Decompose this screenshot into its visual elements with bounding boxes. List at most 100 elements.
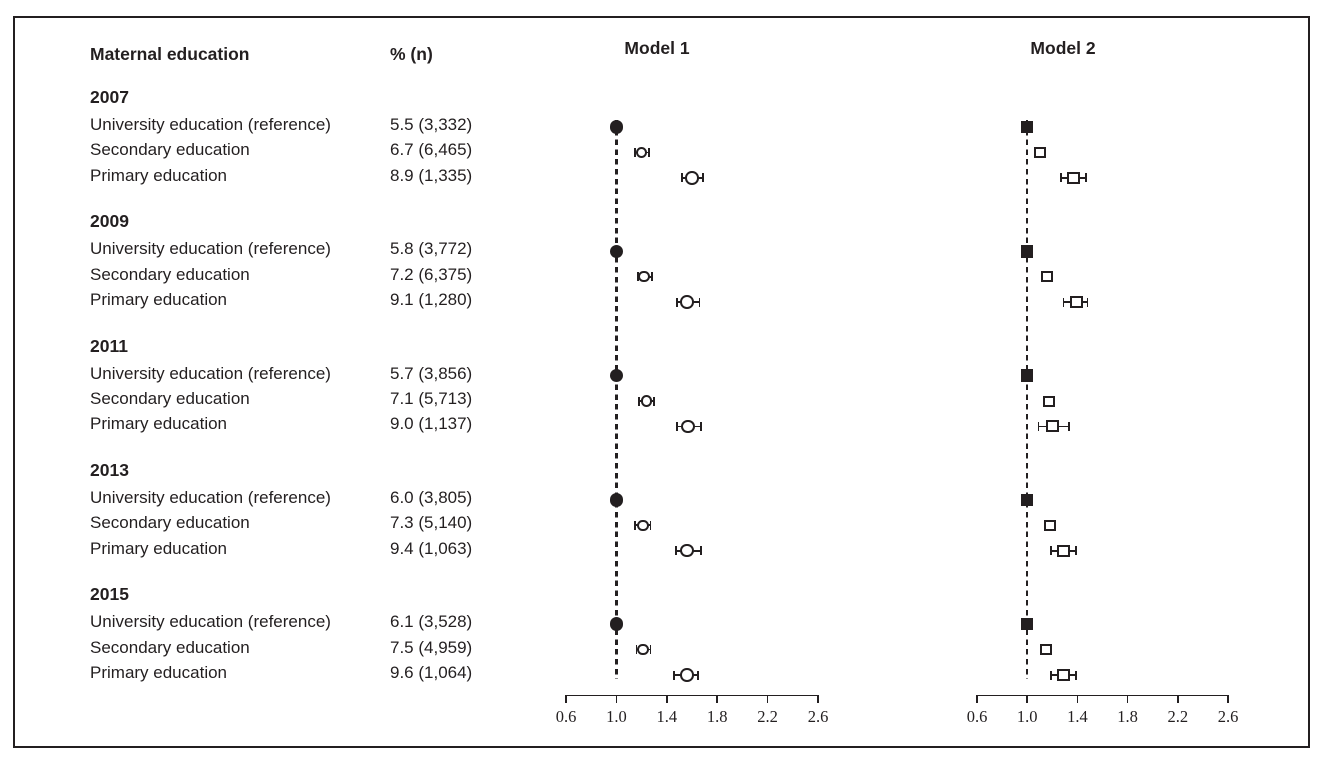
axis-tick-label: 1.0 — [1016, 706, 1038, 726]
row-label: Primary education — [90, 165, 228, 185]
row-value-pct-n: 7.3 (5,140) — [390, 513, 473, 533]
ci-cap-right — [702, 173, 705, 183]
estimate-marker-square — [1042, 395, 1055, 407]
ci-cap-right — [1085, 173, 1088, 183]
reference-marker-circle — [609, 617, 624, 631]
row-label: Secondary education — [90, 140, 250, 160]
estimate-marker-square — [1045, 420, 1059, 433]
axis-tick-label: 1.4 — [1067, 706, 1088, 726]
axis-tick-label: 2.2 — [1167, 706, 1189, 726]
row-value-pct-n: 6.7 (6,465) — [390, 140, 473, 160]
ci-cap-right — [698, 297, 701, 307]
axis-tick — [666, 694, 668, 703]
reference-dashed-line — [615, 120, 618, 679]
estimate-marker-circle — [638, 270, 650, 283]
axis-tick — [817, 694, 819, 703]
ci-cap-right — [649, 520, 652, 530]
column-header-pct-n: % (n) — [390, 44, 433, 64]
ci-cap-left — [1062, 297, 1065, 307]
figure-border — [13, 16, 1310, 748]
estimate-marker-square — [1069, 296, 1083, 309]
ci-cap-left — [1060, 173, 1062, 183]
ci-cap-right — [650, 272, 653, 282]
axis-line — [976, 694, 1229, 697]
estimate-marker-square — [1040, 644, 1053, 656]
year-label: 2015 — [90, 584, 129, 605]
ci-cap-left — [681, 173, 683, 183]
ci-cap-left — [1037, 421, 1040, 431]
ci-cap-right — [1086, 297, 1089, 307]
estimate-marker-circle — [680, 295, 694, 309]
ci-cap-left — [675, 421, 678, 431]
row-label: Primary education — [90, 290, 228, 310]
ci-cap-right — [1075, 670, 1078, 680]
estimate-marker-circle — [680, 543, 694, 558]
axis-tick-label: 2.6 — [1217, 706, 1239, 726]
axis-tick — [1026, 694, 1029, 703]
axis-tick-label: 1.0 — [606, 706, 627, 726]
ci-cap-left — [673, 670, 676, 680]
axis-tick — [766, 694, 769, 703]
estimate-marker-circle — [640, 395, 653, 407]
ci-cap-right — [1067, 421, 1070, 431]
axis-line — [565, 694, 819, 697]
row-value-pct-n: 6.1 (3,528) — [390, 612, 473, 632]
ci-cap-right — [648, 147, 651, 157]
row-label: University education (reference) — [90, 115, 331, 134]
panel-title-model-1: Model 1 — [624, 38, 690, 58]
row-value-pct-n: 5.7 (3,856) — [390, 363, 473, 383]
ci-cap-left — [634, 147, 637, 157]
ci-cap-right — [697, 670, 700, 680]
row-value-pct-n: 9.0 (1,137) — [390, 414, 473, 434]
ci-cap-left — [635, 645, 638, 655]
axis-tick-label: 1.4 — [656, 706, 678, 726]
estimate-marker-circle — [637, 643, 649, 656]
ci-cap-right — [653, 396, 656, 406]
axis-tick-label: 1.8 — [1117, 706, 1138, 726]
estimate-marker-circle — [635, 146, 648, 159]
row-value-pct-n: 5.5 (3,332) — [390, 115, 473, 134]
ci-cap-right — [649, 645, 652, 655]
estimate-marker-square — [1043, 519, 1056, 531]
ci-cap-right — [1075, 546, 1078, 556]
axis-tick-label: 0.6 — [966, 706, 988, 726]
ci-cap-left — [675, 297, 678, 307]
axis-tick — [976, 694, 978, 703]
row-label: Secondary education — [90, 513, 250, 533]
reference-marker-square — [1020, 120, 1034, 134]
axis-tick — [1227, 694, 1229, 703]
row-label: University education (reference) — [90, 487, 331, 507]
reference-marker-circle — [609, 493, 624, 507]
axis-tick-label: 1.8 — [706, 706, 728, 726]
row-value-pct-n: 8.9 (1,335) — [390, 165, 473, 185]
axis-tick-label: 2.2 — [757, 706, 778, 726]
estimate-marker-circle — [685, 171, 699, 185]
axis-tick-label: 0.6 — [555, 706, 577, 726]
ci-cap-left — [1050, 670, 1052, 680]
row-label: Primary education — [90, 414, 228, 434]
panel-title-model-2: Model 2 — [1030, 38, 1096, 58]
axis-tick-label: 2.6 — [807, 706, 829, 726]
column-header-maternal-education: Maternal education — [90, 44, 250, 64]
row-label: Secondary education — [90, 389, 250, 408]
row-value-pct-n: 7.5 (4,959) — [390, 637, 473, 657]
axis-tick — [1126, 694, 1129, 703]
row-label: University education (reference) — [90, 612, 331, 632]
estimate-marker-square — [1057, 669, 1071, 681]
estimate-marker-circle — [681, 419, 695, 434]
row-label: University education (reference) — [90, 239, 331, 259]
estimate-marker-square — [1067, 171, 1081, 184]
estimate-marker-square — [1033, 146, 1046, 158]
reference-marker-square — [1020, 493, 1034, 507]
ci-cap-left — [634, 520, 637, 530]
axis-tick — [1177, 694, 1179, 703]
year-label: 2007 — [90, 87, 129, 107]
reference-marker-circle — [609, 244, 624, 259]
row-value-pct-n: 5.8 (3,772) — [390, 239, 473, 259]
row-label: Secondary education — [90, 637, 250, 657]
ci-cap-right — [699, 421, 702, 431]
reference-marker-circle — [609, 120, 624, 134]
row-value-pct-n: 7.1 (5,713) — [390, 389, 473, 408]
row-label: University education (reference) — [90, 363, 331, 383]
row-value-pct-n: 7.2 (6,375) — [390, 264, 473, 284]
